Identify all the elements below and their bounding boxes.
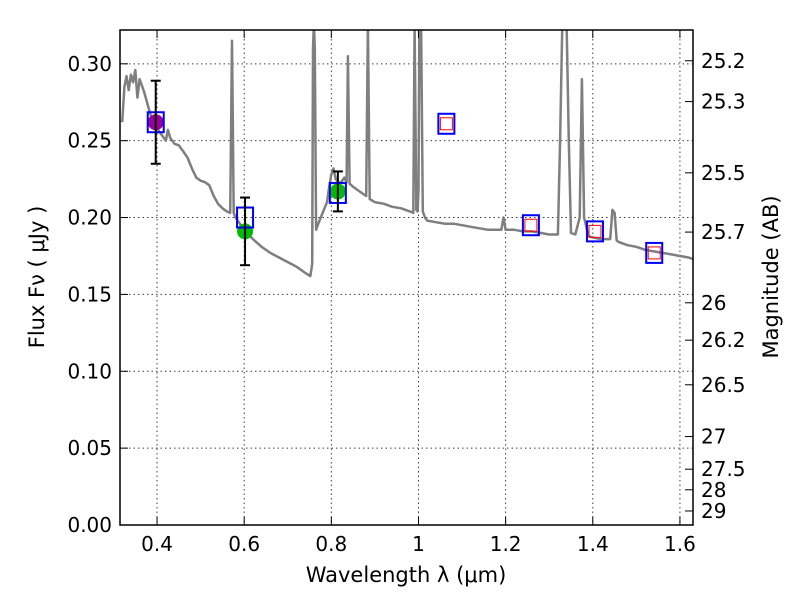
marker-layer	[146, 79, 664, 267]
model-flux-box	[585, 220, 604, 243]
model-flux-box	[521, 214, 540, 237]
y-tick-label: 0.05	[67, 436, 112, 460]
plot-frame	[119, 29, 694, 526]
x-tick-label: 0.4	[141, 532, 173, 556]
y-tick-label: 0.20	[67, 206, 112, 230]
y2-tick-label: 29	[701, 499, 726, 523]
x-tick-label: 1	[412, 532, 425, 556]
plot-layer	[120, 30, 693, 278]
x-tick-label: 1.4	[577, 532, 609, 556]
observed-flux-marker	[588, 224, 602, 238]
y-tick-label: 0.00	[67, 513, 112, 537]
y2-tick-label: 25.3	[701, 90, 746, 114]
model-flux-box	[437, 112, 456, 135]
x-tick-label: 0.6	[228, 532, 260, 556]
x-tick-label: 0.8	[315, 532, 347, 556]
observed-flux-marker	[439, 117, 453, 131]
tick-layer: 0.4 0.6 0.8 1 1.2 1.4 1.6 0.00 0.05 0.10 0.15 0.20 0…	[67, 30, 746, 556]
y-tick-label: 0.10	[67, 359, 112, 383]
observed-flux-marker	[647, 246, 661, 260]
y2-tick-label: 26.2	[701, 328, 746, 352]
model-flux-box	[645, 241, 664, 264]
y2-tick-label: 26.5	[701, 373, 746, 397]
sed-model-line	[120, 30, 693, 278]
x-tick-label: 1.2	[490, 532, 522, 556]
y-tick-label: 0.30	[67, 52, 112, 76]
y2-tick-label: 25.2	[701, 49, 746, 73]
y-tick-label: 0.15	[67, 282, 112, 306]
y2-tick-label: 28	[701, 478, 726, 502]
y2-tick-label: 25.7	[701, 220, 746, 244]
plot-background	[120, 30, 693, 525]
x-tick-label: 1.6	[664, 532, 696, 556]
observed-flux-marker	[524, 218, 538, 232]
y2-tick-label: 25.5	[701, 161, 746, 185]
y2-tick-label: 26	[701, 291, 726, 315]
x-axis-label: Wavelength λ (μm)	[306, 563, 507, 587]
y-tick-label: 0.25	[67, 129, 112, 153]
y2-tick-label: 27.5	[701, 457, 746, 481]
y2-tick-label: 27	[701, 425, 726, 449]
y-axis-label: Flux Fν ( μJy )	[25, 206, 49, 349]
y2-axis-label: Magnitude (AB)	[759, 195, 783, 358]
